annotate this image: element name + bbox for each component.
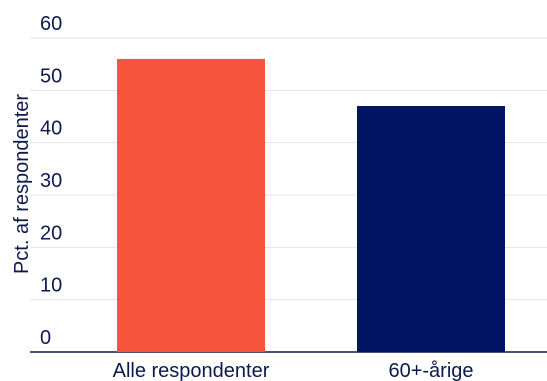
y-tick-label: 10 [40,275,62,297]
y-tick-label: 60 [40,13,62,35]
y-tick-label: 50 [40,65,62,87]
bars [117,58,505,353]
bar-1 [357,106,505,353]
bar-0 [117,58,265,352]
y-axis-ticks: 0 10 20 30 40 50 60 [40,13,62,349]
y-tick-label: 0 [40,327,51,349]
x-axis-categories: Alle respondenter 60+-årige [113,360,474,381]
y-tick-label: 20 [40,222,62,244]
y-tick-label: 30 [40,170,62,192]
x-category-label: 60+-årige [388,360,473,381]
y-tick-label: 40 [40,118,62,140]
x-category-label: Alle respondenter [113,360,270,381]
y-axis-title: Pct. af respondenter [11,94,33,274]
